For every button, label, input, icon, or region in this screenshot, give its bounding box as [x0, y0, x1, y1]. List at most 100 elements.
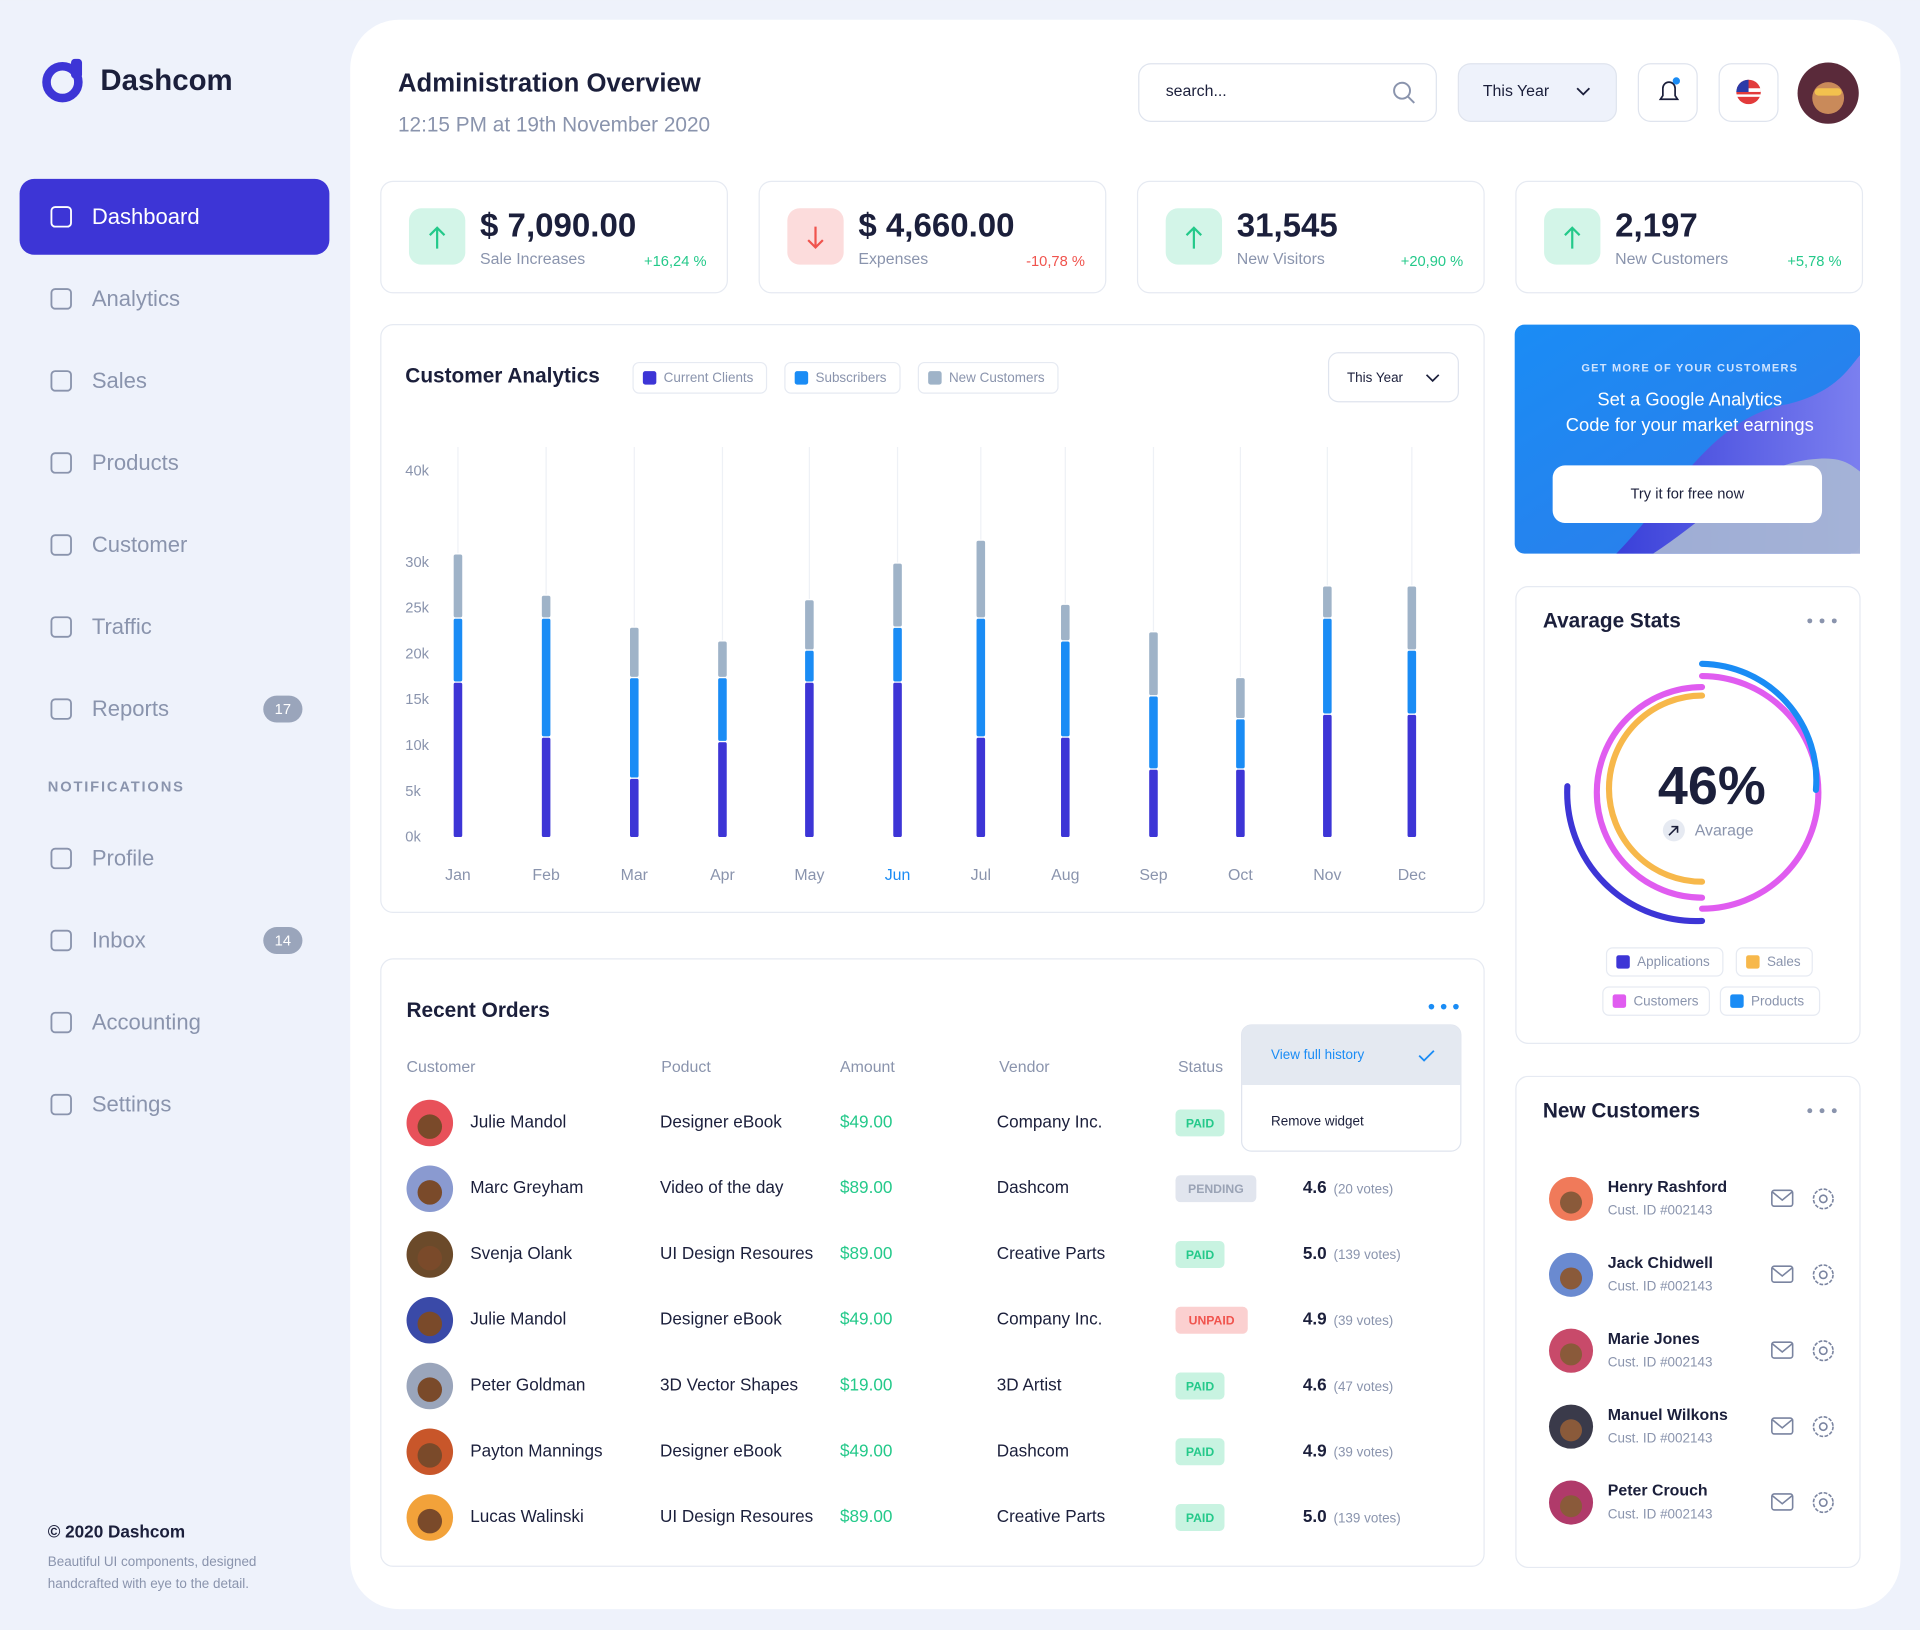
mail-icon[interactable]: [1771, 1417, 1794, 1435]
mail-icon[interactable]: [1771, 1265, 1794, 1283]
mail-flap: [1771, 1190, 1794, 1202]
customer-name: Henry Rashford: [1608, 1179, 1727, 1196]
bar-segment: [1234, 768, 1246, 839]
amount: $19.00: [840, 1375, 892, 1395]
bar-segment: [1234, 718, 1246, 770]
period-dropdown[interactable]: [1457, 63, 1617, 122]
gear-icon[interactable]: [1812, 1491, 1834, 1514]
column-header: Status: [1178, 1059, 1223, 1076]
legend-chip[interactable]: [632, 361, 768, 394]
nav-label[interactable]: Settings: [92, 1092, 172, 1117]
nav-label[interactable]: Analytics: [92, 286, 180, 311]
nav-label[interactable]: Inbox: [92, 928, 146, 953]
nav-label[interactable]: Accounting: [92, 1010, 201, 1035]
bar-segment: [892, 681, 904, 839]
more-dots[interactable]: [1807, 618, 1837, 624]
legend-swatch: [794, 371, 809, 385]
more-dots[interactable]: [1428, 1003, 1459, 1010]
gear-icon[interactable]: [1812, 1416, 1834, 1438]
legend-chip[interactable]: [1605, 947, 1724, 977]
gear-center: [1818, 1346, 1828, 1356]
bar-segment: [1406, 713, 1418, 839]
status-pill: [1175, 1109, 1225, 1137]
footer-text: Beautiful UI components, designed: [48, 1554, 257, 1569]
nav-label[interactable]: Sales: [92, 368, 147, 393]
customer-id: Cust. ID #002143: [1608, 1506, 1713, 1521]
gear-icon[interactable]: [1812, 1264, 1834, 1286]
nav-icon: [50, 1011, 72, 1034]
legend-chip[interactable]: [784, 361, 901, 394]
gear-icon[interactable]: [1812, 1340, 1834, 1362]
status: PAID: [1186, 1116, 1214, 1130]
nav-icon: [50, 616, 72, 638]
nav-label[interactable]: Traffic: [92, 614, 152, 639]
avatar-face: [417, 1377, 443, 1402]
vendor: Company Inc.: [997, 1111, 1103, 1131]
mail-icon[interactable]: [1771, 1189, 1794, 1208]
mail-icon[interactable]: [1771, 1493, 1794, 1511]
menu-item[interactable]: View full history: [1271, 1047, 1364, 1062]
nav-label[interactable]: Reports: [92, 696, 169, 721]
chart-period-dropdown[interactable]: [1327, 352, 1459, 403]
bar-segment: [1147, 631, 1159, 697]
footer-title: © 2020 Dashcom: [48, 1522, 185, 1542]
mail-flap: [1771, 1418, 1794, 1429]
gear-icon[interactable]: [1812, 1188, 1834, 1210]
avatar-face: [1560, 1343, 1583, 1366]
search-box[interactable]: [1138, 63, 1437, 122]
bar-segment: [1059, 603, 1071, 642]
status: PAID: [1186, 1511, 1214, 1525]
bar-segment: [452, 617, 464, 683]
legend-chip[interactable]: [1735, 947, 1813, 977]
bar-segment: [716, 676, 728, 743]
legend-chip[interactable]: [1719, 986, 1821, 1016]
bar-segment: [1234, 676, 1246, 720]
nav-active-bg[interactable]: [19, 178, 330, 255]
page-subtitle: 12:15 PM at 19th November 2020: [398, 114, 710, 137]
bar-segment: [1406, 649, 1418, 715]
notification-button[interactable]: [1637, 63, 1698, 122]
legend-label: Applications: [1637, 954, 1710, 969]
bar-segment: [716, 740, 728, 839]
votes: (20 votes): [1333, 1182, 1393, 1197]
product: Video of the day: [660, 1177, 784, 1197]
bar-segment: [1321, 585, 1333, 619]
product: Designer eBook: [660, 1440, 782, 1460]
customer-name: Marc Greyham: [470, 1177, 583, 1197]
nav-label[interactable]: Customer: [92, 532, 188, 557]
y-tick-label: 40k: [405, 463, 429, 479]
legend-chip[interactable]: [917, 361, 1059, 394]
user-avatar[interactable]: [1797, 62, 1859, 124]
nav-label[interactable]: Products: [92, 450, 179, 475]
promo-button[interactable]: [1552, 465, 1823, 523]
legend-chip[interactable]: [1602, 986, 1710, 1016]
customer-id: Cust. ID #002143: [1608, 1430, 1713, 1445]
nav-label[interactable]: Dashboard: [92, 204, 200, 229]
vendor: 3D Artist: [997, 1375, 1062, 1395]
mail-icon[interactable]: [1771, 1341, 1794, 1359]
menu-highlight: [1241, 1025, 1461, 1085]
amount: $89.00: [840, 1243, 892, 1263]
nav-icon: [50, 1093, 72, 1116]
stat-card: [380, 180, 728, 294]
more-dots[interactable]: [1807, 1108, 1837, 1114]
customer-id: Cust. ID #002143: [1608, 1355, 1713, 1370]
gear-center: [1818, 1270, 1828, 1280]
y-tick-label: 15k: [405, 692, 429, 708]
rating: 4.9: [1303, 1309, 1327, 1329]
x-tick-label: Jan: [445, 867, 471, 884]
menu-item[interactable]: Remove widget: [1271, 1113, 1364, 1128]
customer-name: Manuel Wilkons: [1608, 1407, 1728, 1424]
nav-label[interactable]: Profile: [92, 846, 154, 871]
period-label: This Year: [1483, 83, 1550, 100]
bar-segment: [1321, 617, 1333, 715]
status: PAID: [1186, 1248, 1214, 1262]
legend-swatch: [1746, 955, 1760, 969]
bar-segment: [1147, 768, 1159, 839]
stat-arrow: [807, 226, 824, 250]
customer-name: Peter Goldman: [470, 1375, 585, 1395]
stat-card: [758, 180, 1107, 294]
stat-value: $ 7,090.00: [480, 208, 636, 245]
bar-segment: [1059, 640, 1071, 738]
new-customers-card: [1515, 1075, 1861, 1569]
